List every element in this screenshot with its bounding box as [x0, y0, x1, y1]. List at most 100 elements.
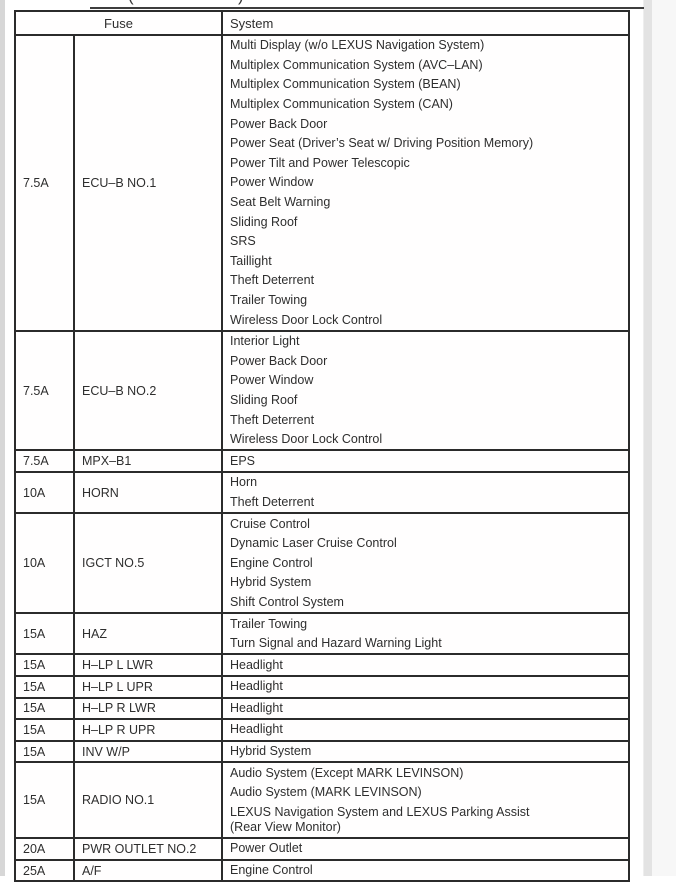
table-row: 15A H–LP R LWR Headlight	[16, 698, 628, 721]
fuse-name-cell: MPX–B1	[75, 451, 223, 472]
system-item: Power Window	[230, 175, 314, 190]
system-item: Power Back Door	[230, 116, 328, 131]
fuse-name-cell: A/F	[75, 860, 223, 881]
system-item: Headlight	[230, 722, 283, 737]
table-header-row: Fuse System	[16, 12, 628, 36]
table-row: 7.5A ECU–B NO.1 Multi Display (w/o LEXUS…	[16, 36, 628, 332]
cropped-heading-fragment: ( )	[0, 0, 660, 8]
fuse-amp-cell: 15A	[16, 655, 75, 675]
system-item: Sliding Roof	[230, 214, 298, 229]
table-row: 7.5A ECU–B NO.2 Interior Light Power Back…	[16, 331, 628, 452]
system-list-cell: Headlight	[223, 720, 628, 740]
system-item: Taillight	[230, 253, 272, 268]
system-item: Multiplex Communication System (CAN)	[230, 97, 453, 112]
system-item: Multiplex Communication System (AVC–LAN)	[230, 57, 483, 72]
system-item: LEXUS Navigation System and LEXUS Parkin…	[230, 804, 530, 834]
fuse-name-cell: ECU–B NO.2	[75, 331, 223, 450]
table-row: 10A IGCT NO.5 Cruise Control Dynamic Lase…	[16, 514, 628, 615]
table-row: 7.5A MPX–B1 EPS	[16, 451, 628, 474]
system-item: SRS	[230, 234, 256, 249]
system-item: Sliding Roof	[230, 392, 298, 407]
page-edge-right-margin	[652, 0, 676, 876]
system-item: Wireless Door Lock Control	[230, 312, 383, 327]
fuse-name-cell: PWR OUTLET NO.2	[75, 839, 223, 859]
fuse-amp-cell: 7.5A	[16, 331, 75, 450]
table-row: 15A INV W/P Hybrid System	[16, 741, 628, 764]
system-item: Theft Deterrent	[230, 273, 315, 288]
system-list-cell: Power Outlet	[223, 839, 628, 859]
fuse-name-cell: ECU–B NO.1	[75, 36, 223, 330]
table-row: 15A H–LP L UPR Headlight	[16, 677, 628, 699]
system-item: Engine Control	[230, 555, 313, 570]
system-list-cell: Audio System (Except MARK LEVINSON) Audio…	[223, 763, 628, 837]
header-fuse: Fuse	[16, 12, 223, 34]
fuse-name-cell: RADIO NO.1	[75, 763, 223, 838]
table-row: 15A HAZ Trailer Towing Turn Signal and Ha…	[16, 614, 628, 656]
system-item: Power Seat (Driver’s Seat w/ Driving Pos…	[230, 136, 534, 151]
fuse-amp-cell: 15A	[16, 677, 75, 697]
fuse-amp-cell: 7.5A	[16, 36, 75, 330]
header-system: System	[230, 15, 274, 31]
system-item: Multiplex Communication System (BEAN)	[230, 77, 461, 92]
fuse-amp-cell: 10A	[16, 473, 75, 513]
system-list-cell: EPS	[223, 451, 628, 471]
system-item: Seat Belt Warning	[230, 195, 331, 210]
system-item: Headlight	[230, 657, 283, 672]
table-row: 10A HORN Horn Theft Deterrent	[16, 473, 628, 515]
fuse-amp-cell: 15A	[16, 614, 75, 654]
system-list-cell: Headlight	[223, 699, 628, 719]
system-list-cell: Horn Theft Deterrent	[223, 473, 628, 512]
fuse-amp-cell: 15A	[16, 741, 75, 762]
system-item: Hybrid System	[230, 744, 312, 759]
system-item: Audio System (MARK LEVINSON)	[230, 785, 422, 800]
system-item: Theft Deterrent	[230, 412, 315, 427]
system-list-cell: Multi Display (w/o LEXUS Navigation Syst…	[223, 36, 628, 330]
system-item: Hybrid System	[230, 575, 312, 590]
system-list-cell: Interior Light Power Back Door Power Windo…	[223, 332, 628, 450]
system-item: Audio System (Except MARK LEVINSON)	[230, 765, 464, 780]
system-item: Cruise Control	[230, 516, 310, 531]
system-item: Interior Light	[230, 334, 300, 349]
system-list-cell: Headlight	[223, 655, 628, 675]
fuse-name-cell: HAZ	[75, 614, 223, 654]
table-row: 15A RADIO NO.1 Audio System (Except MARK…	[16, 763, 628, 840]
system-item: Engine Control	[230, 863, 313, 878]
fuse-amp-cell: 15A	[16, 698, 75, 719]
cropped-right-paren: )	[238, 0, 244, 4]
table-row: 20A PWR OUTLET NO.2 Power Outlet	[16, 839, 628, 861]
system-list-cell: Headlight	[223, 677, 628, 697]
system-list-cell: Cruise Control Dynamic Laser Cruise Contr…	[223, 514, 628, 612]
fuse-table: Fuse System 7.5A ECU–B NO.1 Multi Displa…	[14, 10, 630, 882]
system-item: Power Tilt and Power Telescopic	[230, 155, 410, 170]
system-item: Power Back Door	[230, 353, 328, 368]
table-body: 7.5A ECU–B NO.1 Multi Display (w/o LEXUS…	[16, 36, 628, 881]
system-item: EPS	[230, 453, 256, 468]
page-edge-left	[0, 0, 5, 876]
fuse-amp-cell: 15A	[16, 763, 75, 838]
fuse-amp-cell: 7.5A	[16, 451, 75, 472]
table-row: 15A H–LP L LWR Headlight	[16, 655, 628, 677]
fuse-amp-cell: 20A	[16, 839, 75, 859]
system-item: Theft Deterrent	[230, 494, 315, 509]
table-row: 25A A/F Engine Control	[16, 860, 628, 881]
system-item: Wireless Door Lock Control	[230, 432, 383, 447]
fuse-name-cell: HORN	[75, 473, 223, 513]
system-item: Power Window	[230, 373, 314, 388]
page-edge-right-strip	[643, 0, 653, 876]
fuse-name-cell: INV W/P	[75, 741, 223, 762]
system-item: Shift Control System	[230, 594, 344, 609]
system-item: Turn Signal and Hazard Warning Light	[230, 636, 442, 651]
system-item: Multi Display (w/o LEXUS Navigation Syst…	[230, 38, 485, 53]
fuse-name-cell: H–LP R UPR	[75, 720, 223, 740]
cropped-heading-rule	[90, 7, 644, 9]
system-item: Horn	[230, 475, 258, 490]
system-item: Dynamic Laser Cruise Control	[230, 536, 397, 551]
fuse-name-cell: H–LP L LWR	[75, 655, 223, 675]
system-item: Power Outlet	[230, 841, 303, 856]
fuse-name-cell: H–LP L UPR	[75, 677, 223, 697]
system-item: Headlight	[230, 700, 283, 715]
fuse-amp-cell: 10A	[16, 514, 75, 613]
fuse-amp-cell: 25A	[16, 860, 75, 881]
table-row: 15A H–LP R UPR Headlight	[16, 720, 628, 742]
system-list-cell: Hybrid System	[223, 742, 628, 762]
